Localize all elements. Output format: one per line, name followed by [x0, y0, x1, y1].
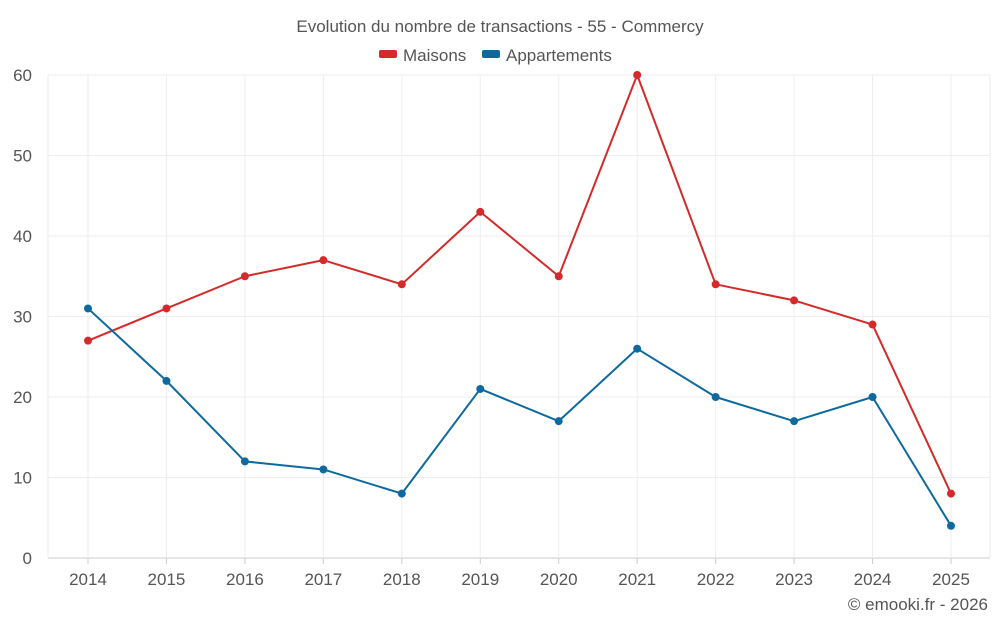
data-point-appartements[interactable] — [476, 384, 485, 393]
data-point-appartements[interactable] — [162, 376, 171, 385]
x-tick-label: 2024 — [854, 570, 892, 589]
data-point-maisons[interactable] — [711, 280, 720, 289]
legend-swatch-maisons — [379, 50, 397, 58]
series-appartements — [84, 304, 955, 530]
data-point-maisons[interactable] — [947, 489, 955, 498]
x-tick-label: 2016 — [226, 570, 264, 589]
y-tick-label: 20 — [13, 388, 32, 407]
data-point-maisons[interactable] — [162, 304, 171, 313]
x-tick-label: 2019 — [461, 570, 499, 589]
legend-swatch-appartements — [482, 50, 500, 58]
chart-title: Evolution du nombre de transactions - 55… — [296, 17, 704, 36]
data-point-maisons[interactable] — [319, 256, 328, 265]
y-axis-ticks: 0 10 20 30 40 50 60 — [13, 66, 32, 568]
x-tick-label: 2017 — [304, 570, 342, 589]
data-point-appartements[interactable] — [554, 417, 563, 426]
x-tick-label: 2025 — [932, 570, 970, 589]
x-tick-label: 2022 — [697, 570, 735, 589]
data-point-appartements[interactable] — [790, 417, 799, 426]
data-point-appartements[interactable] — [240, 457, 249, 466]
legend: Maisons Appartements — [379, 46, 612, 65]
data-point-appartements[interactable] — [633, 344, 642, 353]
data-point-maisons[interactable] — [868, 320, 877, 329]
x-tick-label: 2020 — [540, 570, 578, 589]
series-line-maisons — [87, 74, 952, 495]
credit-text: © emooki.fr - 2026 — [848, 595, 988, 614]
x-tick-label: 2014 — [69, 570, 107, 589]
data-point-appartements[interactable] — [397, 489, 406, 498]
data-point-appartements[interactable] — [711, 393, 720, 401]
x-tick-label: 2021 — [618, 570, 656, 589]
x-tick-label: 2015 — [148, 570, 186, 589]
series-group — [84, 71, 955, 530]
series-maisons — [84, 71, 955, 498]
data-point-maisons[interactable] — [790, 296, 799, 305]
x-tick-label: 2018 — [383, 570, 421, 589]
legend-label-appartements[interactable]: Appartements — [506, 46, 612, 65]
data-point-maisons[interactable] — [397, 280, 406, 289]
data-point-maisons[interactable] — [633, 71, 642, 79]
y-tick-label: 10 — [13, 469, 32, 488]
data-point-maisons[interactable] — [554, 272, 563, 281]
data-point-maisons[interactable] — [84, 336, 92, 345]
series-line-appartements — [87, 307, 952, 527]
data-point-appartements[interactable] — [319, 465, 328, 474]
data-point-appartements[interactable] — [947, 521, 955, 530]
legend-label-maisons[interactable]: Maisons — [403, 46, 466, 65]
y-tick-label: 40 — [13, 227, 32, 246]
data-point-maisons[interactable] — [240, 272, 249, 281]
data-point-maisons[interactable] — [476, 207, 485, 216]
data-point-appartements[interactable] — [84, 304, 92, 313]
y-tick-label: 60 — [13, 66, 32, 85]
y-tick-label: 30 — [13, 308, 32, 327]
y-tick-label: 50 — [13, 147, 32, 166]
x-tick-label: 2023 — [775, 570, 813, 589]
x-axis-ticks: 2014 2015 2016 2017 2018 2019 2020 2021 2022 2023… — [69, 558, 970, 589]
grid — [47, 74, 991, 559]
y-tick-label: 0 — [23, 549, 32, 568]
data-point-appartements[interactable] — [868, 393, 877, 401]
